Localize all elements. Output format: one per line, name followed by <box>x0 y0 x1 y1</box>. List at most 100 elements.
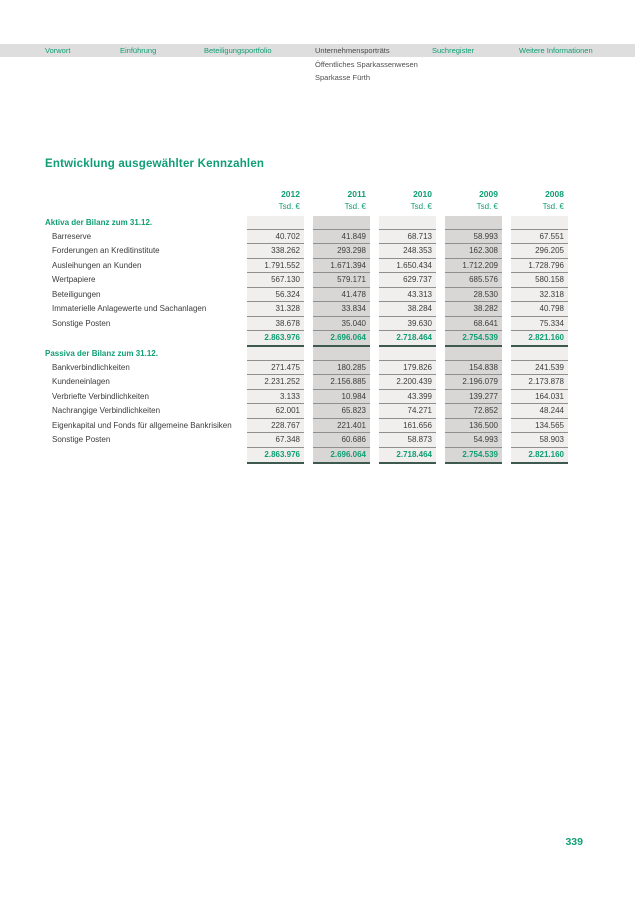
value-cell-2008: 32.318 <box>511 287 568 302</box>
value-cell-2009: 58.993 <box>445 229 502 244</box>
value-cell-2010: 248.353 <box>379 244 436 259</box>
value-cell-2012: 40.702 <box>247 229 304 244</box>
row-label: Forderungen an Kreditinstitute <box>52 246 160 255</box>
row-label: Eigenkapital und Fonds für allgemeine Ba… <box>52 420 232 430</box>
section-header-row: Passiva der Bilanz zum 31.12. <box>45 347 568 361</box>
value-cell-2009: 2.196.079 <box>445 375 502 390</box>
value-cell-2011: 41.849 <box>313 229 370 244</box>
value-cell-2009: 1.712.209 <box>445 258 502 273</box>
value-cell-2010: 43.399 <box>379 389 436 404</box>
value-cell-2010: 161.656 <box>379 418 436 433</box>
value-cell-2011: 293.298 <box>313 244 370 259</box>
value-cell-2008: 67.551 <box>511 229 568 244</box>
table-row: Immaterielle Anlagewerte und Sachanlagen… <box>45 302 568 317</box>
row-label: Bankverbindlichkeiten <box>52 362 130 372</box>
value-cell-2009: 685.576 <box>445 273 502 288</box>
value-cell-2008: 40.798 <box>511 302 568 317</box>
value-cell-2010: 1.650.434 <box>379 258 436 273</box>
value-cell-2011: 221.401 <box>313 418 370 433</box>
year-header-2008: 2008 <box>545 189 564 199</box>
value-cell-2012: 31.328 <box>247 302 304 317</box>
value-cell-2012: 271.475 <box>247 360 304 375</box>
value-cell-2008: 580.158 <box>511 273 568 288</box>
value-cell-2009: 72.852 <box>445 404 502 419</box>
table-row: Kundeneinlagen 2.231.252 2.156.885 2.200.43… <box>45 375 568 390</box>
year-header-2010: 2010 <box>413 189 432 199</box>
table-row: Beteiligungen 56.324 41.478 43.313 28.530 32.… <box>45 287 568 302</box>
page-title: Entwicklung ausgewählter Kennzahlen <box>45 157 265 170</box>
section-header-cell <box>511 347 568 361</box>
value-cell-2010: 629.737 <box>379 273 436 288</box>
value-cell-2009: 154.838 <box>445 360 502 375</box>
row-label: Kundeneinlagen <box>52 377 110 386</box>
table-row: Sonstige Posten 67.348 60.686 58.873 54.993 5… <box>45 433 568 448</box>
table-row: Bankverbindlichkeiten 271.475 180.285 179.8… <box>45 360 568 375</box>
page-number: 339 <box>565 836 583 848</box>
value-cell-2011: 41.478 <box>313 287 370 302</box>
value-cell-2012: 2.231.252 <box>247 375 304 390</box>
value-cell-2010: 179.826 <box>379 360 436 375</box>
value-cell-2012: 56.324 <box>247 287 304 302</box>
total-cell-2009: 2.754.539 <box>445 447 502 464</box>
value-cell-2012: 62.001 <box>247 404 304 419</box>
section-header-cell <box>511 216 568 230</box>
value-cell-2009: 139.277 <box>445 389 502 404</box>
value-cell-2009: 38.282 <box>445 302 502 317</box>
section-header-cell <box>379 347 436 361</box>
table-row: Ausleihungen an Kunden 1.791.552 1.671.394… <box>45 258 568 273</box>
nav-item-unternehmensportr-ts[interactable]: Unternehmensporträts <box>315 46 390 55</box>
row-label: Nachrangige Verbindlichkeiten <box>52 406 161 415</box>
value-cell-2008: 164.031 <box>511 389 568 404</box>
value-cell-2008: 241.539 <box>511 360 568 375</box>
total-cell-2011: 2.696.064 <box>313 447 370 464</box>
table-row: Verbriefte Verbindlichkeiten 3.133 10.984 4… <box>45 389 568 404</box>
unit-row-spacer <box>45 201 238 216</box>
unit-label-2011: Tsd. € <box>344 202 366 211</box>
value-cell-2009: 162.308 <box>445 244 502 259</box>
nav-item-einf-hrung[interactable]: Einführung <box>120 46 157 55</box>
value-cell-2010: 38.284 <box>379 302 436 317</box>
value-cell-2010: 68.713 <box>379 229 436 244</box>
unit-label-2009: Tsd. € <box>476 202 498 211</box>
total-cell-2008: 2.821.160 <box>511 331 568 347</box>
top-nav-bar: Vorwort Einführung Beteiligungsportfolio Un… <box>0 44 635 57</box>
value-cell-2008: 2.173.878 <box>511 375 568 390</box>
table-header-units: Tsd. € Tsd. € Tsd. € Tsd. € Tsd. € <box>45 201 568 216</box>
unit-label-2012: Tsd. € <box>278 202 300 211</box>
table-header-years: 2012 2011 2010 2009 2008 <box>45 188 568 201</box>
row-label: Sonstige Posten <box>52 435 111 444</box>
total-row-spacer <box>45 331 238 347</box>
value-cell-2008: 296.205 <box>511 244 568 259</box>
total-row-spacer <box>45 448 238 464</box>
value-cell-2011: 180.285 <box>313 360 370 375</box>
year-header-2011: 2011 <box>347 189 366 199</box>
row-label: Verbriefte Verbindlichkeiten <box>52 391 149 401</box>
total-cell-2012: 2.863.976 <box>247 331 304 347</box>
nav-item-suchregister[interactable]: Suchregister <box>432 46 475 55</box>
value-cell-2008: 1.728.796 <box>511 258 568 273</box>
nav-item-vorwort[interactable]: Vorwort <box>45 46 71 55</box>
year-header-2009: 2009 <box>479 189 498 199</box>
section-header-cell <box>313 347 370 361</box>
value-cell-2010: 43.313 <box>379 287 436 302</box>
value-cell-2009: 54.993 <box>445 433 502 448</box>
row-label: Sonstige Posten <box>52 318 111 328</box>
total-cell-2008: 2.821.160 <box>511 447 568 464</box>
section-total-row: 2.863.976 2.696.064 2.718.464 2.754.539 2.82… <box>45 331 568 347</box>
section-header-cell <box>379 216 436 230</box>
breadcrumb-category: Öffentliches Sparkassenwesen <box>315 60 418 69</box>
value-cell-2012: 3.133 <box>247 389 304 404</box>
year-header-2012: 2012 <box>281 189 300 199</box>
value-cell-2011: 579.171 <box>313 273 370 288</box>
nav-item-weitere-informationen[interactable]: Weitere Informationen <box>519 46 593 55</box>
value-cell-2008: 75.334 <box>511 316 568 331</box>
value-cell-2012: 228.767 <box>247 418 304 433</box>
row-label: Barreserve <box>52 231 92 241</box>
total-cell-2010: 2.718.464 <box>379 447 436 464</box>
breadcrumb-company: Sparkasse Fürth <box>315 73 371 82</box>
value-cell-2010: 2.200.439 <box>379 375 436 390</box>
total-cell-2011: 2.696.064 <box>313 331 370 347</box>
nav-item-beteiligungsportfolio[interactable]: Beteiligungsportfolio <box>204 46 272 55</box>
key-figures-table: 2012 2011 2010 2009 2008 Tsd. € Tsd. € Tsd. € Ts… <box>45 188 568 464</box>
value-cell-2009: 28.530 <box>445 287 502 302</box>
